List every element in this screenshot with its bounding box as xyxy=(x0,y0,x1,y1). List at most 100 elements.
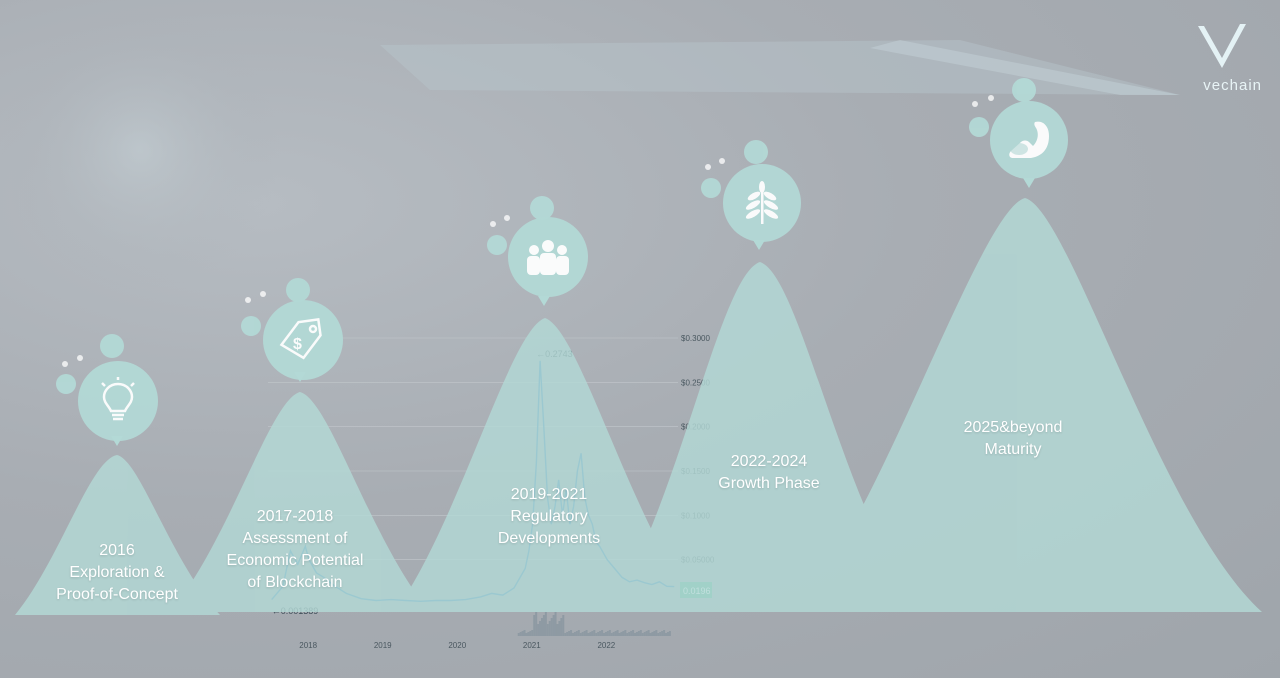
x-tick-label: 2020 xyxy=(448,641,466,650)
volume-bar xyxy=(570,630,573,636)
decor-dot xyxy=(719,158,725,164)
volume-bar xyxy=(556,624,559,636)
volume-bar xyxy=(552,615,555,636)
phase-years: 2019-2021 xyxy=(510,486,588,503)
volume-bar xyxy=(653,631,656,636)
volume-bar xyxy=(554,612,557,636)
mountain-2016 xyxy=(15,455,220,615)
volume-bar xyxy=(550,618,553,636)
decor-dot xyxy=(260,291,266,297)
decor-bubble xyxy=(286,278,310,302)
volume-bar xyxy=(562,615,565,636)
volume-bar xyxy=(560,618,563,636)
volume-bar xyxy=(548,621,551,636)
svg-text:$: $ xyxy=(293,336,302,353)
mountain-2025-beyond xyxy=(795,198,1262,612)
volume-bar xyxy=(628,632,631,636)
globe-decoration xyxy=(0,10,280,290)
phase-years: 2017-2018 xyxy=(256,508,334,525)
decor-bubble xyxy=(701,178,721,198)
phase-desc-line: Assessment of xyxy=(242,530,348,547)
decor-bubble xyxy=(744,140,768,164)
volume-bar xyxy=(568,631,571,636)
volume-bar xyxy=(519,632,522,636)
phase-years: 2022-2024 xyxy=(730,453,808,470)
volume-bar xyxy=(657,633,660,636)
phase-label-2019-2021: 2019-2021 Regulatory Developments xyxy=(449,484,649,550)
volume-bar xyxy=(616,630,619,636)
volume-bar xyxy=(533,615,536,636)
volume-bar xyxy=(645,631,648,636)
decor-dot xyxy=(705,164,711,170)
volume-bar xyxy=(635,632,638,636)
volume-bar xyxy=(595,633,598,636)
volume-bar xyxy=(614,631,617,636)
volume-bar xyxy=(517,633,520,636)
volume-bar xyxy=(608,630,611,636)
volume-bar xyxy=(573,632,576,636)
volume-bar xyxy=(659,632,662,636)
phase-years: 2025&beyond xyxy=(963,419,1063,436)
volume-bar xyxy=(535,612,538,636)
volume-bar xyxy=(655,630,658,636)
volume-bar xyxy=(630,631,633,636)
volume-bar xyxy=(591,631,594,636)
volume-bar xyxy=(637,631,640,636)
volume-bar xyxy=(539,621,542,636)
decor-bubble xyxy=(241,316,261,336)
team-icon xyxy=(508,217,588,297)
decor-dot xyxy=(972,101,978,107)
volume-bar xyxy=(603,633,606,636)
volume-bar xyxy=(668,631,671,636)
volume-bar xyxy=(641,633,644,636)
volume-bar xyxy=(589,632,592,636)
y-tick-label: $0.3000 xyxy=(681,334,710,343)
volume-bar xyxy=(651,632,654,636)
decor-bubble xyxy=(969,117,989,137)
y-tick-label: $0.2500 xyxy=(681,378,710,387)
volume-bar xyxy=(622,631,625,636)
volume-bar xyxy=(606,631,609,636)
volume-bar xyxy=(618,633,621,636)
volume-bar xyxy=(661,631,664,636)
volume-bar xyxy=(649,633,652,636)
volume-bar xyxy=(521,631,524,636)
phase-desc-line: of Blockchain xyxy=(247,574,343,591)
volume-bar xyxy=(663,630,666,636)
volume-bar xyxy=(612,632,615,636)
volume-bar xyxy=(639,630,642,636)
x-tick-label: 2022 xyxy=(597,641,615,650)
x-tick-label: 2018 xyxy=(299,641,317,650)
strong-arm-icon xyxy=(990,101,1068,179)
volume-bar xyxy=(647,630,650,636)
decor-dot xyxy=(245,297,251,303)
volume-bar xyxy=(620,632,623,636)
volume-bar xyxy=(566,632,569,636)
volume-bar xyxy=(544,612,547,636)
mountain-2017-2018 xyxy=(170,392,430,612)
volume-bar xyxy=(599,631,602,636)
phase-desc-line: Exploration & xyxy=(69,564,165,581)
volume-bar xyxy=(632,630,635,636)
decor-dot xyxy=(62,361,68,367)
phase-label-2022-2024: 2022-2024 Growth Phase xyxy=(669,451,869,495)
volume-bar xyxy=(527,632,530,636)
volume-bar xyxy=(634,633,637,636)
decor-bubble xyxy=(487,235,507,255)
volume-bar xyxy=(577,630,580,636)
phase-desc-line: Growth Phase xyxy=(718,475,820,492)
volume-bar xyxy=(604,632,607,636)
mountain-2022-2024 xyxy=(610,262,920,612)
volume-bar xyxy=(610,633,613,636)
volume-bar xyxy=(601,630,604,636)
volume-bar xyxy=(585,630,588,636)
volume-bar xyxy=(523,630,526,636)
x-tick-label: 2021 xyxy=(523,641,541,650)
volume-bar xyxy=(558,621,561,636)
volume-bar xyxy=(525,633,528,636)
volume-bar xyxy=(575,631,578,636)
phase-years: 2016 xyxy=(99,542,135,559)
volume-bar xyxy=(546,624,549,636)
